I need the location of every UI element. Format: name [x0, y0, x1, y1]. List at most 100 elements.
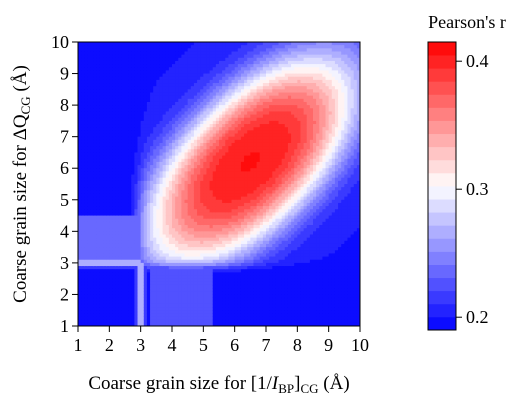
heatmap-cell — [190, 199, 195, 204]
heatmap-cell — [240, 262, 245, 267]
heatmap-cell — [247, 76, 251, 81]
heatmap-cell — [153, 184, 157, 188]
heatmap-cell — [156, 73, 160, 78]
heatmap-cell — [200, 86, 204, 90]
heatmap-cell — [112, 45, 117, 49]
heatmap-cell — [125, 221, 129, 226]
heatmap-cell — [106, 253, 110, 258]
heatmap-cell — [175, 288, 179, 292]
heatmap-cell — [225, 174, 229, 179]
heatmap-cell — [212, 127, 217, 131]
heatmap-cell — [231, 218, 236, 223]
heatmap-cell — [165, 142, 170, 147]
heatmap-cell — [81, 275, 85, 280]
heatmap-cell — [162, 243, 167, 248]
heatmap-cell — [184, 168, 189, 172]
heatmap-cell — [247, 319, 251, 324]
heatmap-cell — [231, 142, 236, 147]
heatmap-cell — [93, 316, 98, 321]
heatmap-cell — [203, 300, 207, 305]
heatmap-cell — [150, 190, 154, 194]
heatmap-cell — [178, 266, 182, 270]
heatmap-cell — [219, 70, 223, 75]
heatmap-cell — [231, 190, 236, 194]
heatmap-cell — [225, 193, 229, 198]
heatmap-cell — [87, 120, 91, 125]
heatmap-cell — [247, 190, 251, 194]
heatmap-cell — [165, 70, 170, 75]
heatmap-cell — [90, 209, 95, 213]
heatmap-cell — [225, 111, 229, 116]
heatmap-cell — [222, 253, 226, 258]
heatmap-cell — [99, 256, 104, 261]
heatmap-cell — [131, 187, 135, 191]
heatmap-cell — [247, 218, 251, 223]
heatmap-cell — [128, 184, 132, 188]
heatmap-cell — [197, 256, 201, 261]
heatmap-cell — [250, 86, 254, 90]
heatmap-cell — [140, 136, 145, 141]
heatmap-cell — [106, 212, 110, 217]
heatmap-cell — [106, 278, 110, 283]
heatmap-cell — [137, 206, 142, 210]
heatmap-cell — [156, 209, 160, 213]
heatmap-cell — [118, 184, 123, 188]
heatmap-cell — [200, 202, 204, 207]
heatmap-cell — [168, 206, 173, 210]
heatmap-cell — [103, 105, 107, 109]
heatmap-cell — [162, 266, 167, 270]
heatmap-cell — [209, 281, 214, 286]
heatmap-cell — [150, 86, 154, 90]
heatmap-cell — [234, 105, 239, 109]
heatmap-cell — [250, 174, 254, 179]
heatmap-cell — [140, 42, 145, 46]
heatmap-cell — [231, 319, 236, 324]
heatmap-cell — [87, 149, 91, 153]
heatmap-cell — [106, 51, 110, 56]
heatmap-cell — [78, 322, 82, 327]
heatmap-cell — [234, 202, 239, 207]
heatmap-cell — [181, 196, 185, 201]
heatmap-cell — [118, 288, 123, 292]
heatmap-cell — [231, 221, 236, 226]
heatmap-cell — [137, 278, 142, 283]
heatmap-cell — [247, 180, 251, 185]
heatmap-cell — [244, 139, 248, 144]
heatmap-cell — [234, 187, 239, 191]
heatmap-cell — [84, 111, 88, 116]
heatmap-cell — [215, 130, 220, 134]
heatmap-cell — [146, 310, 151, 314]
heatmap-cell — [118, 275, 123, 280]
heatmap-cell — [140, 262, 145, 267]
heatmap-cell — [162, 316, 167, 321]
heatmap-cell — [93, 177, 98, 182]
heatmap-cell — [240, 117, 245, 122]
heatmap-cell — [197, 272, 201, 276]
heatmap-cell — [81, 117, 85, 122]
heatmap-cell — [181, 262, 185, 267]
heatmap-cell — [178, 196, 182, 201]
heatmap-cell — [178, 310, 182, 314]
heatmap-cell — [247, 83, 251, 87]
heatmap-cell — [143, 231, 148, 235]
heatmap-cell — [131, 288, 135, 292]
heatmap-cell — [118, 111, 123, 116]
heatmap-cell — [162, 310, 167, 314]
heatmap-cell — [134, 95, 138, 100]
heatmap-cell — [172, 130, 176, 134]
heatmap-cell — [237, 184, 242, 188]
heatmap-cell — [203, 215, 207, 220]
heatmap-cell — [153, 73, 157, 78]
heatmap-cell — [240, 177, 245, 182]
heatmap-cell — [212, 177, 217, 182]
heatmap-cell — [231, 57, 236, 62]
heatmap-cell — [206, 196, 211, 201]
heatmap-cell — [87, 51, 91, 56]
heatmap-cell — [222, 187, 226, 191]
heatmap-cell — [146, 114, 151, 119]
heatmap-cell — [106, 297, 110, 302]
heatmap-cell — [109, 275, 113, 280]
heatmap-cell — [225, 209, 229, 213]
heatmap-cell — [237, 127, 242, 131]
heatmap-cell — [134, 212, 138, 217]
